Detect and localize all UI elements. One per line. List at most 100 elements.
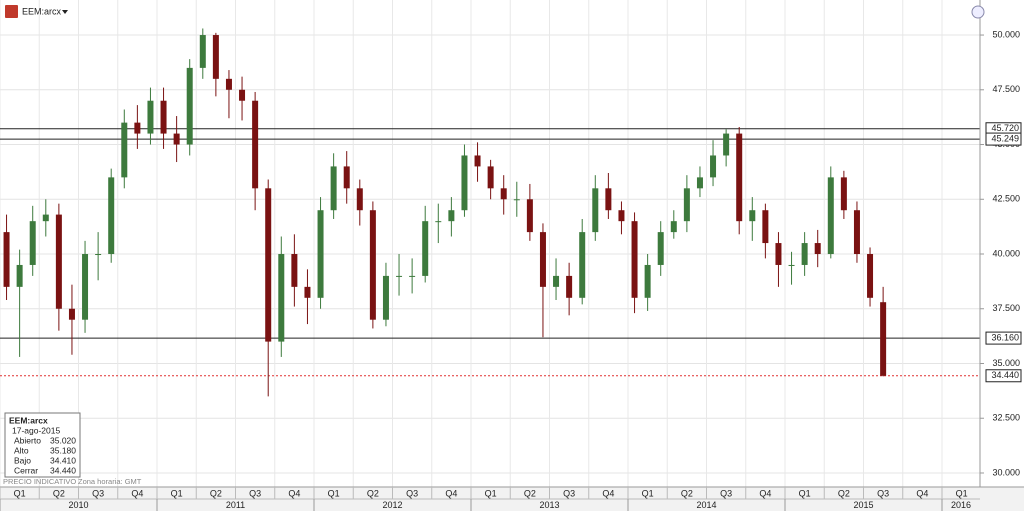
candle-body: [121, 122, 128, 178]
candle-body: [592, 188, 599, 233]
candle-body: [291, 254, 298, 287]
candle-body: [500, 188, 507, 200]
last-price-label: 34.440: [991, 370, 1019, 380]
symbol-icon[interactable]: [5, 5, 18, 18]
y-tick-label: 37.500: [992, 303, 1020, 313]
x-tick-label: 2010: [68, 500, 88, 510]
candle-body: [108, 177, 115, 255]
info-label: Abierto: [14, 435, 41, 445]
x-tick-label: Q4: [602, 488, 614, 498]
candle-body: [317, 210, 324, 298]
candle-body: [644, 264, 651, 298]
x-tick-label: Q2: [524, 488, 536, 498]
candle-body: [186, 67, 193, 145]
candle-body: [736, 133, 743, 222]
candle-body: [265, 188, 272, 342]
footer-note: PRECIO INDICATIVO: [3, 477, 76, 486]
x-tick-label: 2011: [226, 500, 245, 510]
x-tick-label: Q1: [14, 488, 26, 498]
candle-body: [553, 275, 560, 287]
candle-body: [710, 155, 717, 178]
candle-body: [605, 188, 612, 211]
symbol[interactable]: EEM:arcx: [22, 6, 62, 16]
candle-body: [382, 275, 389, 320]
candle-body: [801, 243, 808, 265]
level-label-box: [985, 331, 1022, 345]
candle-body: [683, 188, 690, 222]
candle-body: [723, 133, 730, 156]
x-tick-label: Q3: [720, 488, 732, 498]
x-tick-label: Q3: [406, 488, 418, 498]
y-tick-label: 30.000: [992, 467, 1020, 477]
candle-body: [173, 133, 180, 145]
info-date: 17-ago-2015: [12, 425, 60, 435]
candle-body: [409, 275, 416, 277]
candle-body: [356, 188, 363, 211]
level-label: 45.249: [991, 133, 1019, 143]
candle-body: [461, 155, 468, 211]
candle-body: [670, 221, 677, 233]
candle-body: [3, 232, 10, 287]
candle-body: [343, 166, 350, 189]
candle-body: [369, 210, 376, 320]
info-value: 35.020: [50, 435, 76, 445]
y-tick-label: 40.000: [992, 248, 1020, 258]
candle-body: [330, 166, 337, 211]
candle-body: [749, 210, 756, 222]
candle-body: [55, 214, 62, 309]
x-tick-label: Q4: [916, 488, 928, 498]
level-label-box: [985, 132, 1022, 146]
candle-body: [422, 221, 429, 276]
candle-body: [513, 199, 520, 201]
candle-body: [867, 254, 874, 298]
y-tick-label: 50.000: [992, 29, 1020, 39]
candle-body: [16, 264, 23, 287]
candle-body: [212, 35, 219, 79]
x-tick-label: Q4: [759, 488, 771, 498]
x-tick-label: 2013: [539, 500, 559, 510]
candle-body: [814, 243, 821, 255]
candle-body: [435, 221, 442, 223]
level-label: 36.160: [991, 332, 1019, 342]
level-label: 45.720: [991, 123, 1019, 133]
info-box: EEM:arcx 17-ago-2015 Abierto 35.020 Alto 35…: [4, 412, 81, 478]
x-tick-label: Q3: [563, 488, 575, 498]
x-tick-label: Q4: [288, 488, 300, 498]
candle-body: [82, 254, 89, 320]
candle-body: [68, 308, 75, 320]
candle-body: [225, 78, 232, 90]
candle-body: [396, 275, 403, 277]
candle-body: [199, 35, 206, 68]
candle-body: [42, 214, 49, 222]
x-tick-label: Q3: [92, 488, 104, 498]
x-tick-label: Q1: [956, 488, 968, 498]
candle-body: [304, 286, 311, 298]
x-tick-label: Q1: [799, 488, 811, 498]
candle-body: [160, 100, 167, 134]
x-tick-label: Q2: [53, 488, 65, 498]
candle-body: [539, 232, 546, 287]
candle-body: [880, 302, 887, 376]
y-tick-label: 42.500: [992, 194, 1020, 204]
candle-body: [239, 89, 246, 101]
candle-body: [566, 275, 573, 298]
candle-body: [526, 199, 533, 233]
candle-body: [448, 210, 455, 222]
candle-body: [696, 177, 703, 189]
info-label: Cerrar: [14, 465, 38, 475]
candle-body: [134, 122, 141, 134]
x-tick-label: Q4: [131, 488, 143, 498]
x-tick-label: Q1: [642, 488, 654, 498]
candle-body: [29, 221, 36, 265]
candle-body: [827, 177, 834, 255]
dropdown-arrow[interactable]: [62, 10, 68, 14]
y-tick-label: 47.500: [992, 84, 1020, 94]
x-tick-label: 2012: [382, 500, 402, 510]
candle-body: [762, 210, 769, 244]
info-symbol: EEM:arcx: [9, 415, 48, 425]
x-tick-label: 2015: [853, 500, 873, 510]
settings-icon[interactable]: [971, 5, 985, 19]
candle-body: [487, 166, 494, 189]
x-tick-label: Q2: [681, 488, 693, 498]
